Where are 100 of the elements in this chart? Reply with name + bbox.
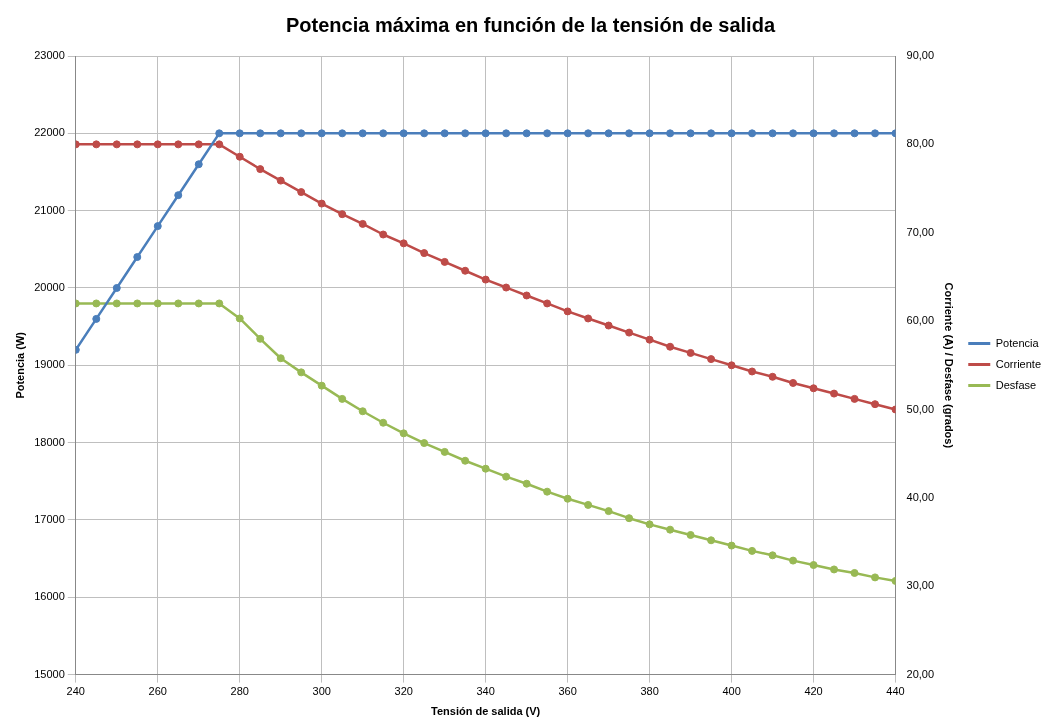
point bbox=[563, 129, 572, 138]
x-tick-label: 280 bbox=[230, 685, 249, 698]
y-tick-label: 20000 bbox=[34, 281, 65, 294]
x-tick-label: 320 bbox=[394, 685, 413, 698]
point bbox=[809, 561, 818, 570]
y2-tick-label: 20,00 bbox=[906, 667, 935, 680]
point bbox=[707, 355, 716, 364]
point bbox=[768, 372, 777, 381]
point bbox=[871, 129, 880, 138]
point bbox=[133, 140, 142, 149]
point bbox=[379, 230, 388, 239]
point bbox=[645, 520, 654, 529]
point bbox=[502, 283, 511, 292]
point bbox=[543, 129, 552, 138]
point bbox=[768, 129, 777, 138]
point bbox=[461, 266, 470, 275]
point bbox=[748, 367, 757, 376]
x-tick-label: 400 bbox=[722, 685, 741, 698]
x-tick-label: 440 bbox=[886, 685, 905, 698]
point bbox=[358, 129, 367, 138]
y-tick-label: 19000 bbox=[34, 358, 65, 371]
point bbox=[235, 314, 244, 323]
point bbox=[686, 530, 695, 539]
y-tick-label: 15000 bbox=[34, 667, 65, 680]
point bbox=[461, 129, 470, 138]
point bbox=[92, 314, 101, 323]
point bbox=[502, 472, 511, 481]
point bbox=[522, 479, 531, 488]
point bbox=[604, 129, 613, 138]
point bbox=[789, 378, 798, 387]
point bbox=[338, 394, 347, 403]
y2-tick-label: 70,00 bbox=[906, 225, 935, 238]
point bbox=[461, 456, 470, 465]
point bbox=[604, 321, 613, 330]
point bbox=[440, 129, 449, 138]
point bbox=[112, 299, 121, 308]
point bbox=[830, 389, 839, 398]
point bbox=[522, 291, 531, 300]
point bbox=[666, 129, 675, 138]
point bbox=[850, 394, 859, 403]
point bbox=[666, 525, 675, 534]
point bbox=[174, 140, 183, 149]
point bbox=[768, 551, 777, 560]
point bbox=[297, 368, 306, 377]
point bbox=[235, 129, 244, 138]
point bbox=[92, 140, 101, 149]
point bbox=[194, 299, 203, 308]
point bbox=[235, 152, 244, 161]
point bbox=[215, 129, 224, 138]
point bbox=[502, 129, 511, 138]
point bbox=[420, 249, 429, 258]
point bbox=[481, 129, 490, 138]
point bbox=[871, 573, 880, 582]
point bbox=[789, 556, 798, 565]
point bbox=[194, 140, 203, 149]
y-axis-title: Potencia (W) bbox=[13, 331, 26, 399]
point bbox=[256, 334, 265, 343]
point bbox=[686, 348, 695, 357]
point bbox=[399, 239, 408, 248]
point bbox=[563, 307, 572, 316]
x-tick-label: 260 bbox=[148, 685, 167, 698]
point bbox=[481, 275, 490, 284]
point bbox=[317, 199, 326, 208]
point bbox=[133, 253, 142, 262]
y2-tick-label: 90,00 bbox=[906, 49, 935, 62]
point bbox=[584, 129, 593, 138]
point bbox=[256, 165, 265, 174]
point bbox=[358, 407, 367, 416]
point bbox=[358, 219, 367, 228]
point bbox=[174, 191, 183, 200]
x-tick-label: 240 bbox=[66, 685, 85, 698]
point bbox=[379, 418, 388, 427]
point bbox=[153, 299, 162, 308]
point bbox=[809, 384, 818, 393]
y-tick-label: 23000 bbox=[34, 49, 65, 62]
point bbox=[789, 129, 798, 138]
point bbox=[420, 439, 429, 448]
point bbox=[153, 140, 162, 149]
point bbox=[563, 494, 572, 503]
legend-label: Potencia bbox=[995, 336, 1040, 349]
point bbox=[215, 140, 224, 149]
point bbox=[871, 400, 880, 409]
point bbox=[584, 314, 593, 323]
y2-axis-title: Corriente (A) / Desfase (grados) bbox=[942, 282, 955, 449]
x-tick-label: 360 bbox=[558, 685, 577, 698]
y2-tick-label: 40,00 bbox=[906, 490, 935, 503]
point bbox=[727, 361, 736, 370]
point bbox=[707, 129, 716, 138]
y2-tick-label: 80,00 bbox=[906, 137, 935, 150]
point bbox=[297, 188, 306, 197]
point bbox=[604, 507, 613, 516]
point bbox=[276, 129, 285, 138]
point bbox=[338, 129, 347, 138]
x-tick-label: 380 bbox=[640, 685, 659, 698]
x-axis-title: Tensión de salida (V) bbox=[431, 705, 541, 718]
point bbox=[830, 129, 839, 138]
point bbox=[112, 140, 121, 149]
point bbox=[194, 160, 203, 169]
point bbox=[522, 129, 531, 138]
point bbox=[809, 129, 818, 138]
